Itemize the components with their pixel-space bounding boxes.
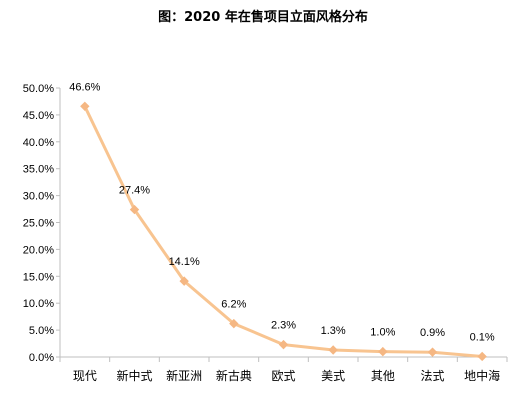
data-point-marker	[179, 276, 189, 286]
x-category-label: 美式	[321, 369, 345, 383]
data-label: 0.1%	[470, 331, 495, 343]
data-point-marker	[229, 318, 239, 329]
data-label: 1.3%	[321, 325, 346, 337]
data-label: 6.2%	[221, 299, 246, 311]
x-category-label: 新中式	[116, 368, 152, 383]
x-axis-categories: 现代 新中式 新亚洲 新古典 欧式 美式 其他 法式 地中海	[59, 357, 508, 383]
data-point-marker	[378, 346, 388, 357]
y-tick-label: 20.0%	[23, 244, 54, 256]
data-point-marker	[328, 345, 338, 355]
x-category-label: 地中海	[464, 368, 500, 383]
y-tick-label: 50.0%	[23, 83, 54, 95]
x-category-label: 现代	[73, 369, 97, 383]
data-label: 46.6%	[69, 81, 100, 93]
data-label: 0.9%	[420, 327, 445, 339]
data-labels: 46.6% 27.4% 14.1% 6.2% 2.3% 1.3% 1.0% 0.9% 0.1%	[69, 81, 495, 343]
y-tick-label: 5.0%	[29, 325, 54, 337]
chart-title: 图：2020 年在售项目立面风格分布	[158, 9, 368, 25]
data-point-marker	[129, 204, 140, 215]
y-tick-label: 10.0%	[23, 298, 54, 310]
data-point-marker	[427, 347, 438, 357]
x-category-label: 新古典	[216, 368, 252, 383]
data-point-marker	[477, 351, 487, 362]
data-label: 2.3%	[271, 320, 296, 332]
y-tick-label: 0.0%	[29, 352, 54, 364]
x-category-label: 新亚洲	[166, 368, 202, 383]
y-axis-ticks: 0.0% 5.0% 10.0% 15.0% 20.0% 25.0% 30.0% 35.0% 40…	[23, 83, 60, 364]
data-label: 14.1%	[169, 256, 200, 268]
y-tick-label: 25.0%	[23, 218, 54, 230]
y-tick-label: 15.0%	[23, 271, 54, 283]
y-tick-label: 40.0%	[23, 137, 54, 149]
x-category-label: 其他	[371, 369, 395, 383]
data-label: 27.4%	[119, 185, 150, 197]
data-point-marker	[278, 339, 289, 350]
x-category-label: 法式	[420, 369, 444, 383]
series-line-group	[80, 101, 487, 362]
axes	[59, 88, 507, 358]
x-category-label: 欧式	[271, 369, 295, 383]
y-tick-label: 45.0%	[23, 110, 54, 122]
y-tick-label: 30.0%	[23, 191, 54, 203]
y-tick-label: 35.0%	[23, 164, 54, 176]
data-point-marker	[80, 101, 90, 111]
data-label: 1.0%	[370, 327, 395, 339]
